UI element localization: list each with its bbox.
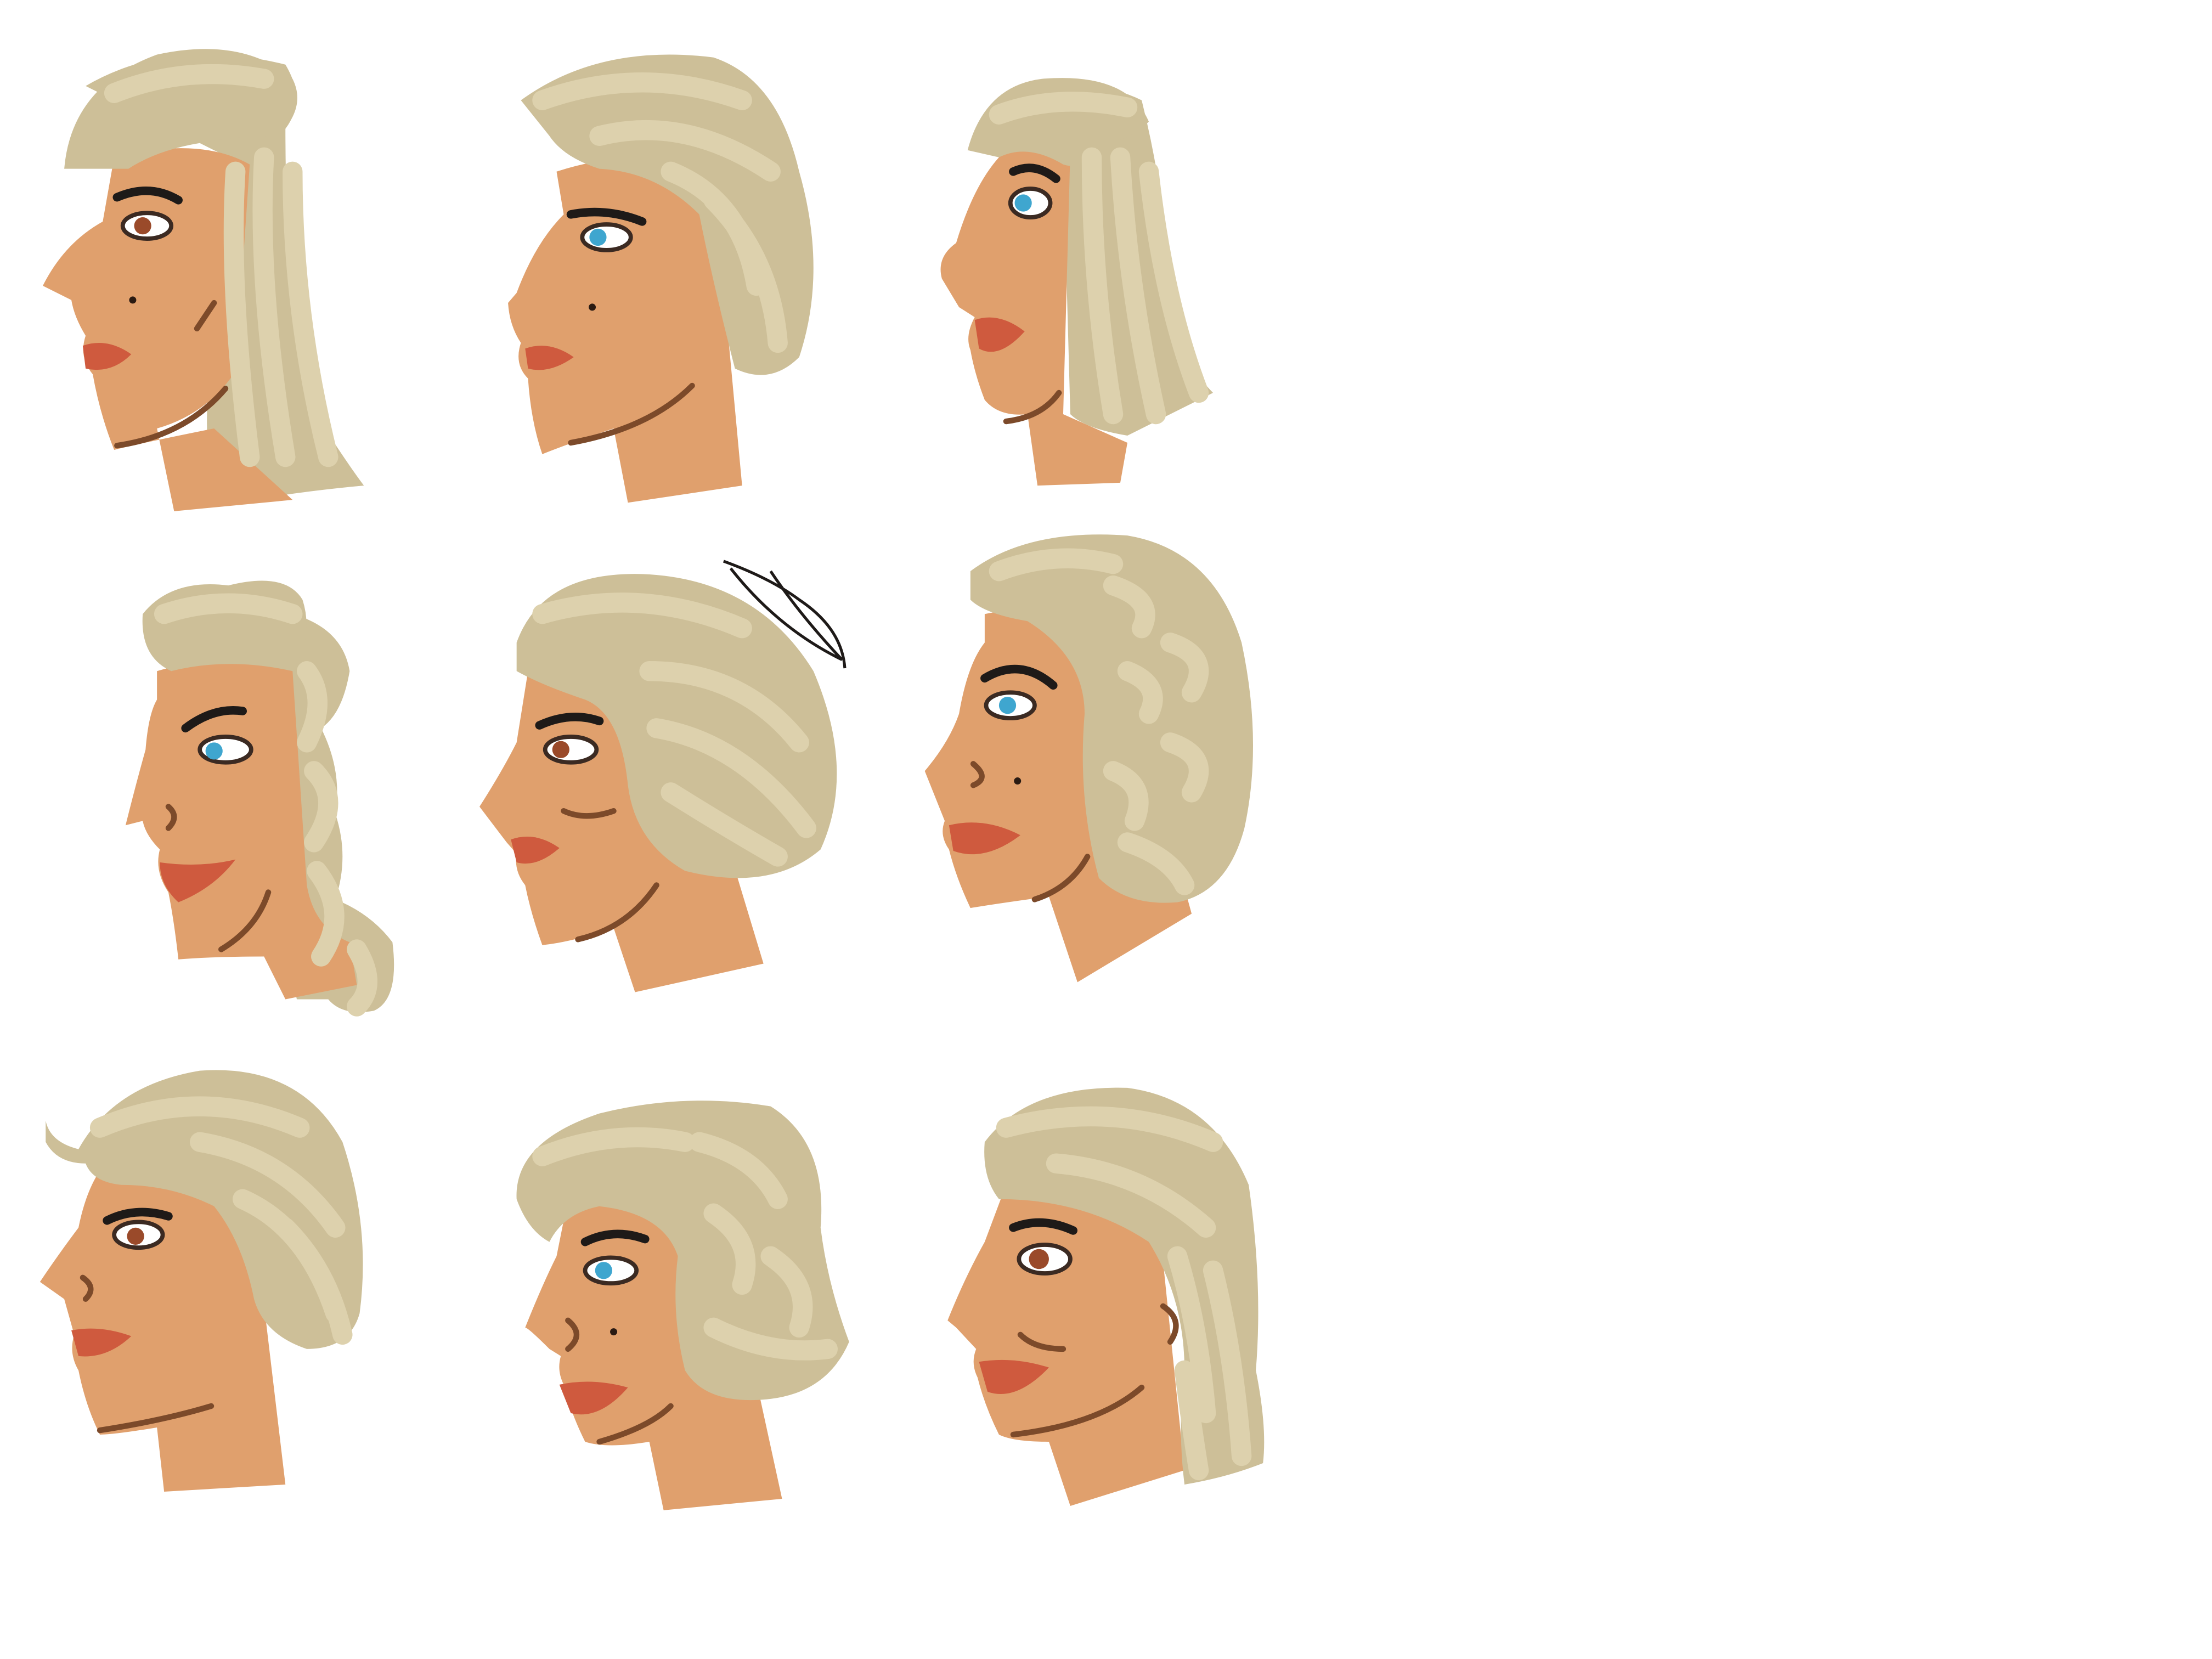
head-4 [126,581,394,1012]
head-8-mole [610,1328,617,1335]
head-2-iris [589,229,606,246]
head-1-iris [134,217,151,234]
head-5 [479,561,845,992]
head-6 [925,534,1253,982]
head-6-mole [1014,777,1021,785]
head-1-mole [129,296,136,303]
head-1 [43,49,364,511]
head-9 [947,1088,1264,1506]
head-4-iris [206,742,223,759]
head-2 [508,54,814,503]
head-3-iris [1015,194,1032,211]
head-7-iris [127,1228,144,1245]
head-8 [516,1101,849,1510]
head-5-iris [552,741,569,758]
head-6-iris [999,697,1016,714]
head-7 [40,1070,363,1492]
head-2-mole [589,303,596,311]
head-8-iris [595,1262,612,1279]
head-9-iris [1029,1249,1049,1269]
head-3 [941,78,1214,486]
